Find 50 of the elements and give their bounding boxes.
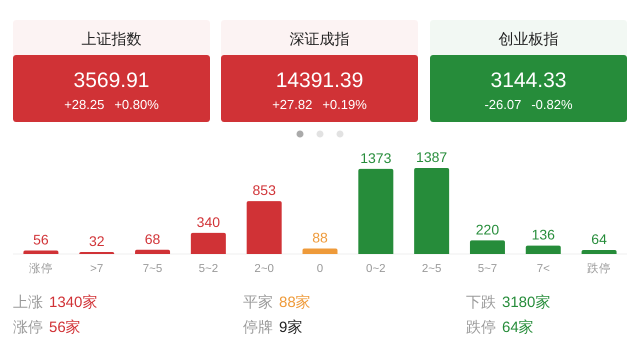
text: +28.25 xyxy=(64,97,104,112)
bar xyxy=(526,246,561,254)
data-label: 340 xyxy=(196,214,220,230)
data-label: 56 xyxy=(33,232,49,248)
data-label: 1387 xyxy=(416,149,448,165)
x-tick-label: 涨停 xyxy=(28,262,53,275)
text: -0.82% xyxy=(531,97,573,112)
text: 上涨 1340家 xyxy=(13,294,98,311)
bar xyxy=(414,168,450,254)
x-tick-label: 0~2 xyxy=(366,263,386,275)
bar xyxy=(135,250,170,254)
x-tick-label: 2~0 xyxy=(254,263,274,275)
bar xyxy=(302,248,338,254)
bar xyxy=(246,201,282,254)
text: +0.19% xyxy=(322,97,368,112)
bar xyxy=(582,250,617,254)
data-label: 64 xyxy=(591,231,608,248)
data-label: 853 xyxy=(252,182,276,198)
text: 14391.39 xyxy=(276,69,364,92)
x-tick-label: 0 xyxy=(316,263,324,275)
x-tick-label: 跌停 xyxy=(587,262,612,275)
x-tick-label: 7~5 xyxy=(142,263,162,275)
data-label: 136 xyxy=(532,226,556,243)
data-label: 32 xyxy=(88,233,105,250)
x-tick-label: >7 xyxy=(90,263,104,275)
text: 停牌 9家 xyxy=(243,319,302,336)
data-label: 88 xyxy=(312,230,328,246)
text: 平家 88家 xyxy=(243,294,311,311)
data-label: 220 xyxy=(476,221,500,238)
x-tick-label: 2~5 xyxy=(422,263,442,275)
data-label: 1373 xyxy=(360,150,392,166)
bar xyxy=(470,240,505,254)
text: +27.82 xyxy=(272,97,312,112)
text: 下跌 3180家 xyxy=(466,294,550,311)
data-label: 68 xyxy=(144,230,161,247)
text: 创业板指 xyxy=(498,31,558,48)
bar xyxy=(190,232,226,254)
text: 3144.33 xyxy=(490,69,566,92)
bar xyxy=(23,250,58,254)
text: 跌停 64家 xyxy=(466,319,534,336)
bar xyxy=(358,168,394,254)
text: 3569.91 xyxy=(74,69,150,92)
text: 深证成指 xyxy=(290,31,350,48)
x-tick-label: 5~7 xyxy=(478,263,498,275)
x-tick-label: 7< xyxy=(536,263,550,275)
x-tick-label: 5~2 xyxy=(198,263,218,275)
text: -26.07 xyxy=(484,97,522,112)
text: 涨停 56家 xyxy=(13,319,81,336)
text: +0.80% xyxy=(114,97,160,112)
text: 上证指数 xyxy=(82,31,142,48)
